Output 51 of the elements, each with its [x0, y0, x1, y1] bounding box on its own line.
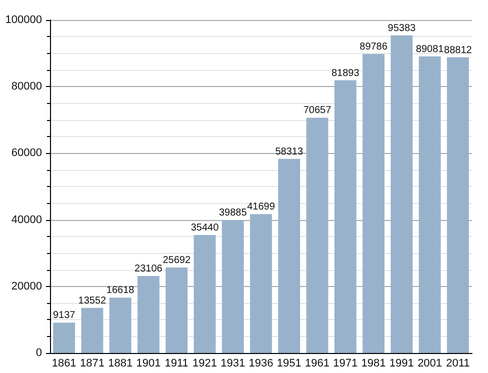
y-tick-label: 100000 — [5, 14, 42, 26]
x-tick-label: 1991 — [389, 358, 414, 370]
x-tick-label: 1921 — [192, 358, 217, 370]
x-tick-label: 1971 — [333, 358, 358, 370]
bar — [194, 234, 216, 353]
data-label: 88812 — [444, 44, 472, 56]
y-tick-label: 0 — [36, 347, 42, 359]
data-label: 89786 — [360, 42, 388, 53]
bar — [166, 267, 188, 353]
x-tick-label: 1931 — [220, 358, 246, 370]
x-tick-label: 1871 — [80, 358, 104, 370]
bar — [446, 57, 469, 353]
data-label: 70657 — [303, 105, 332, 116]
bar — [418, 56, 441, 353]
y-tick-label: 80000 — [11, 80, 42, 93]
x-tick-label: 1901 — [136, 358, 161, 370]
bar — [362, 54, 385, 353]
data-label: 95383 — [388, 22, 416, 34]
x-tick-label: 1951 — [276, 358, 302, 370]
x-tick-label: 1981 — [361, 358, 386, 370]
data-label: 39885 — [218, 208, 248, 219]
x-tick-label: 1961 — [305, 358, 330, 370]
bar — [53, 322, 76, 353]
data-label: 81893 — [331, 68, 360, 79]
x-tick-label: 2001 — [418, 358, 442, 370]
data-label: 58313 — [275, 146, 304, 158]
data-label: 25692 — [162, 254, 191, 266]
x-tick-label: 1881 — [108, 358, 133, 370]
y-tick-label: 60000 — [11, 147, 42, 160]
x-tick-label: 1936 — [248, 358, 274, 370]
data-label: 16618 — [106, 285, 135, 296]
y-tick-label: 20000 — [11, 280, 42, 292]
data-label: 89081 — [416, 44, 444, 55]
bar — [137, 276, 160, 353]
data-label: 9137 — [52, 310, 76, 322]
y-tick-label: 40000 — [11, 214, 42, 226]
x-tick-label: 1911 — [164, 358, 188, 370]
data-label: 41699 — [247, 202, 276, 213]
bar — [278, 158, 300, 353]
bar — [334, 80, 356, 353]
data-label: 35440 — [190, 222, 220, 234]
data-label: 23106 — [134, 264, 163, 275]
bar — [390, 35, 413, 353]
bar — [81, 308, 104, 353]
bar — [109, 298, 132, 353]
bar — [306, 118, 328, 353]
bar — [250, 214, 272, 353]
data-label: 13552 — [78, 295, 107, 306]
x-tick-label: 2011 — [446, 358, 470, 370]
x-tick-label: 1861 — [52, 358, 76, 370]
bar — [222, 220, 244, 353]
